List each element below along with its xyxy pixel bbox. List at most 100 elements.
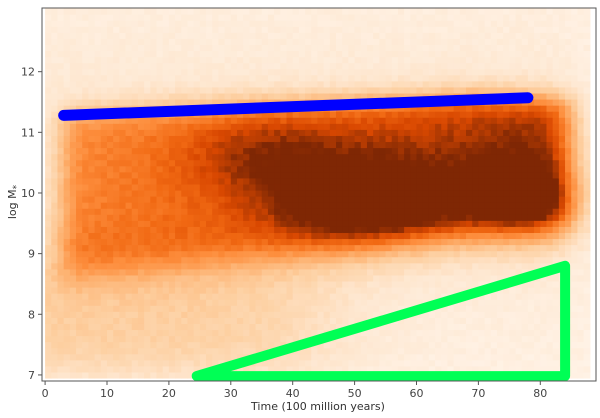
heatmap-cell <box>144 147 151 155</box>
heatmap-cell <box>218 80 226 88</box>
heatmap-cell <box>175 202 182 209</box>
heatmap-cell <box>243 262 250 270</box>
heatmap-cell <box>323 62 331 70</box>
heatmap-cell <box>404 220 411 227</box>
heatmap-cell <box>187 220 195 227</box>
heatmap-cell <box>280 74 288 82</box>
heatmap-cell <box>82 353 90 361</box>
heatmap-cell <box>503 177 510 185</box>
heatmap-cell <box>342 220 349 227</box>
heatmap-cell <box>447 8 455 15</box>
heatmap-cell <box>404 365 411 373</box>
heatmap-cell <box>329 341 337 349</box>
heatmap-cell <box>106 98 114 106</box>
heatmap-cell <box>51 147 59 155</box>
heatmap-cell <box>88 280 96 288</box>
heatmap-cell <box>311 50 319 58</box>
heatmap-cell <box>212 165 220 173</box>
heatmap-cell <box>212 220 220 227</box>
heatmap-cell <box>286 14 294 21</box>
heatmap-cell <box>397 317 405 324</box>
heatmap-cell <box>212 317 220 324</box>
heatmap-cell <box>385 50 393 58</box>
heatmap-cell <box>199 317 207 324</box>
heatmap-cell <box>515 220 523 227</box>
heatmap-cell <box>373 238 380 246</box>
heatmap-cell <box>51 371 59 379</box>
heatmap-cell <box>230 196 238 203</box>
heatmap-cell <box>236 135 244 143</box>
heatmap-cell <box>503 202 510 209</box>
heatmap-cell <box>113 371 120 379</box>
heatmap-cell <box>125 238 133 246</box>
heatmap-cell <box>94 268 102 276</box>
heatmap-cell <box>119 220 127 227</box>
heatmap-cell <box>125 196 133 203</box>
heatmap-cell <box>435 214 442 221</box>
heatmap-cell <box>187 335 195 343</box>
heatmap-cell <box>224 250 232 258</box>
heatmap-cell <box>447 56 455 64</box>
heatmap-cell <box>280 189 288 197</box>
heatmap-cell <box>472 274 479 282</box>
heatmap-cell <box>150 359 158 367</box>
heatmap-cell <box>336 238 343 246</box>
heatmap-cell <box>509 153 517 161</box>
heatmap-cell <box>540 153 548 161</box>
heatmap-cell <box>342 50 349 58</box>
heatmap-cell <box>82 323 90 331</box>
heatmap-cell <box>447 147 455 155</box>
heatmap-cell <box>261 68 269 76</box>
heatmap-cell <box>125 220 133 227</box>
heatmap-cell <box>224 159 232 167</box>
heatmap-cell <box>336 117 343 124</box>
heatmap-cell <box>106 347 114 355</box>
heatmap-cell <box>168 44 176 52</box>
heatmap-cell <box>435 20 442 27</box>
heatmap-cell <box>385 347 393 355</box>
heatmap-cell <box>490 68 498 76</box>
heatmap-cell <box>534 359 541 367</box>
heatmap-cell <box>206 286 213 294</box>
heatmap-cell <box>274 129 281 136</box>
heatmap-cell <box>100 44 108 52</box>
heatmap-cell <box>391 305 399 312</box>
heatmap-cell <box>94 286 102 294</box>
heatmap-cell <box>416 117 424 124</box>
heatmap-cell <box>106 80 114 88</box>
heatmap-cell <box>466 171 473 179</box>
heatmap-cell <box>267 177 275 185</box>
heatmap-cell <box>472 26 479 33</box>
heatmap-cell <box>360 14 368 21</box>
heatmap-cell <box>106 244 114 252</box>
heatmap-cell <box>206 347 213 355</box>
heatmap-cell <box>329 123 337 130</box>
heatmap-cell <box>69 202 77 209</box>
heatmap-cell <box>199 335 207 343</box>
heatmap-cell <box>298 86 306 94</box>
heatmap-cell <box>45 238 52 246</box>
heatmap-cell <box>317 62 325 70</box>
heatmap-cell <box>261 268 269 276</box>
heatmap-cell <box>125 56 133 64</box>
heatmap-cell <box>397 232 405 240</box>
heatmap-cell <box>144 323 151 331</box>
heatmap-cell <box>366 129 374 136</box>
heatmap-cell <box>206 147 213 155</box>
heatmap-cell <box>193 135 201 143</box>
heatmap-cell <box>391 147 399 155</box>
heatmap-cell <box>348 135 356 143</box>
heatmap-cell <box>175 256 182 264</box>
heatmap-cell <box>261 141 269 149</box>
heatmap-cell <box>187 159 195 167</box>
heatmap-cell <box>106 280 114 288</box>
heatmap-cell <box>379 74 387 82</box>
heatmap-cell <box>261 189 269 197</box>
heatmap-cell <box>311 159 319 167</box>
heatmap-cell <box>422 250 430 258</box>
heatmap-cell <box>466 262 473 270</box>
heatmap-cell <box>323 111 331 118</box>
heatmap-cell <box>168 208 176 215</box>
heatmap-cell <box>534 123 541 130</box>
heatmap-cell <box>323 74 331 82</box>
